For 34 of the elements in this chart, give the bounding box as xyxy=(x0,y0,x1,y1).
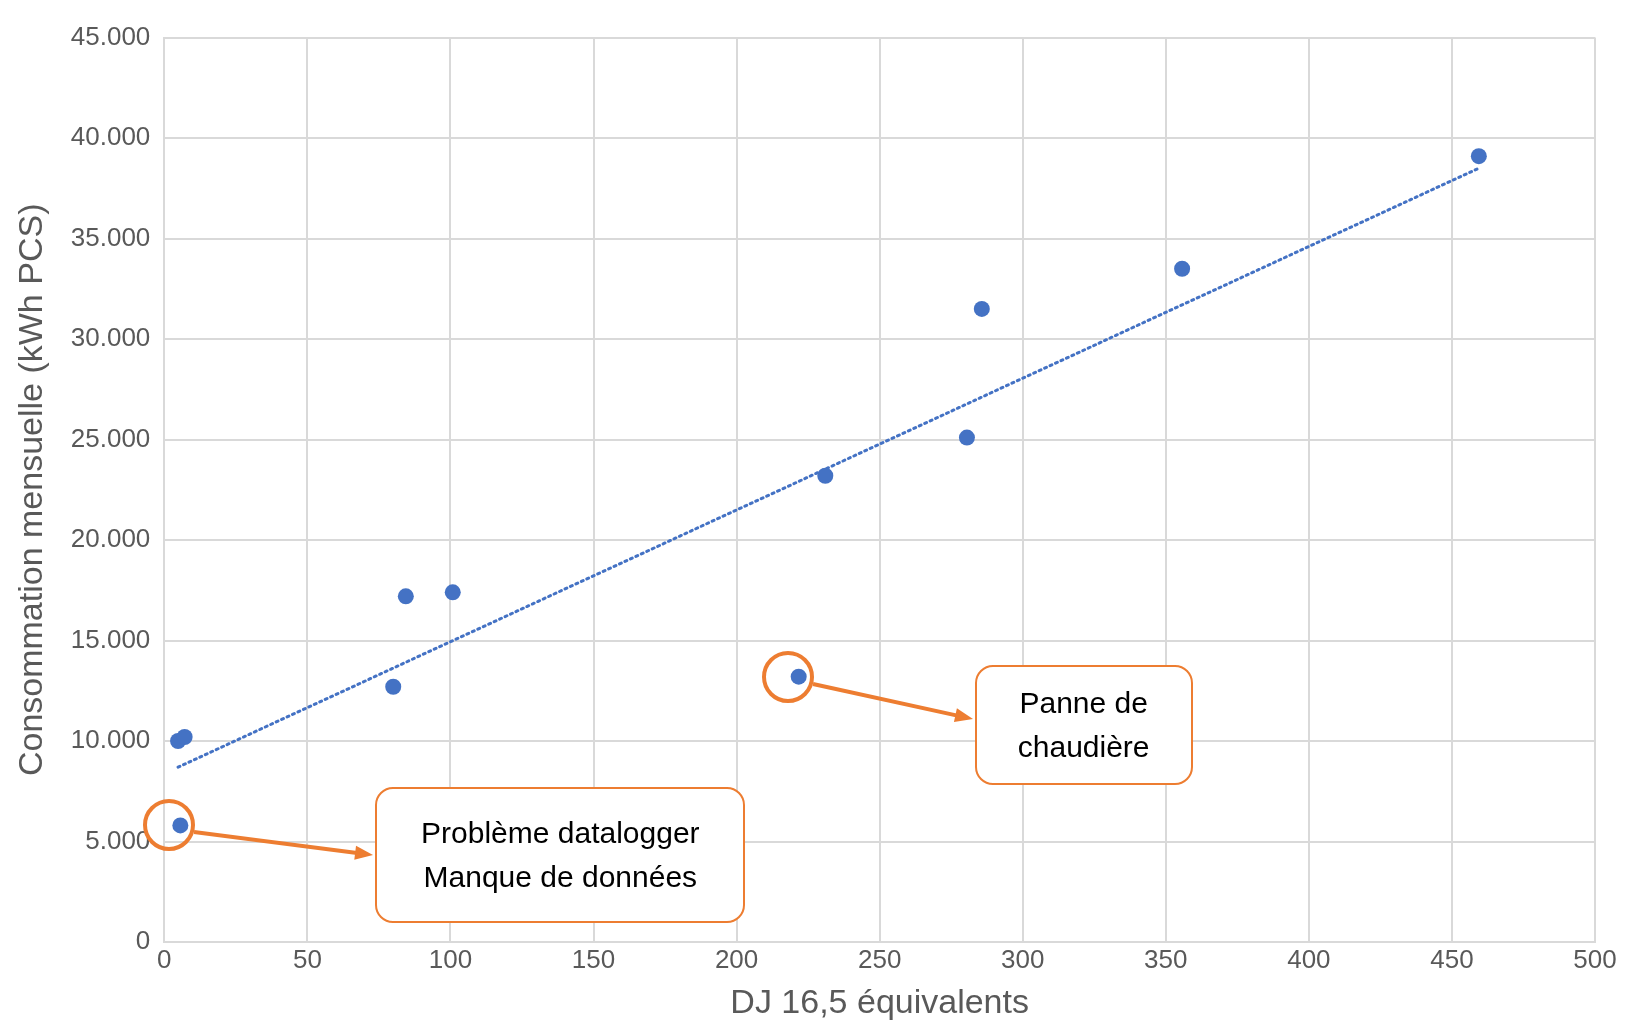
x-tick-label: 100 xyxy=(428,943,473,974)
point xyxy=(1470,148,1487,165)
y-tick-label: 10.000 xyxy=(70,724,151,755)
y-tick-label: 15.000 xyxy=(70,623,151,654)
point xyxy=(973,300,990,317)
y-tick-label: 45.000 xyxy=(70,20,151,51)
y-tick-label: 35.000 xyxy=(70,221,151,252)
x-tick-label: 200 xyxy=(714,943,759,974)
point xyxy=(172,817,189,834)
y-axis-title: Consommation mensuelle (kWh PCS) xyxy=(10,203,49,777)
x-tick-label: 0 xyxy=(157,943,172,974)
annotation: Problème datalogger Manque de données xyxy=(421,815,700,896)
x-axis-title: DJ 16,5 équivalents xyxy=(730,981,1029,1020)
point xyxy=(397,588,414,605)
y-tick-label: 25.000 xyxy=(70,422,151,453)
x-tick-label: 450 xyxy=(1430,943,1474,974)
point xyxy=(176,729,193,745)
x-tick-label: 400 xyxy=(1287,943,1331,974)
x-tick-label: 50 xyxy=(292,943,322,974)
point xyxy=(817,467,834,484)
x-tick-label: 350 xyxy=(1144,943,1188,974)
x-tick-label: 300 xyxy=(1001,943,1045,974)
x-tick-label: 250 xyxy=(857,943,902,974)
point xyxy=(385,678,402,695)
y-tick-label: 30.000 xyxy=(70,322,151,353)
point xyxy=(444,584,461,601)
y-tick-label: 40.000 xyxy=(70,121,151,152)
x-tick-label: 150 xyxy=(571,943,616,974)
y-tick-label: 20.000 xyxy=(70,523,151,554)
point xyxy=(1174,260,1191,277)
annotation: Panne de chaudière xyxy=(1017,684,1150,765)
point xyxy=(958,429,975,446)
x-tick-label: 500 xyxy=(1573,943,1617,974)
point xyxy=(790,668,807,685)
